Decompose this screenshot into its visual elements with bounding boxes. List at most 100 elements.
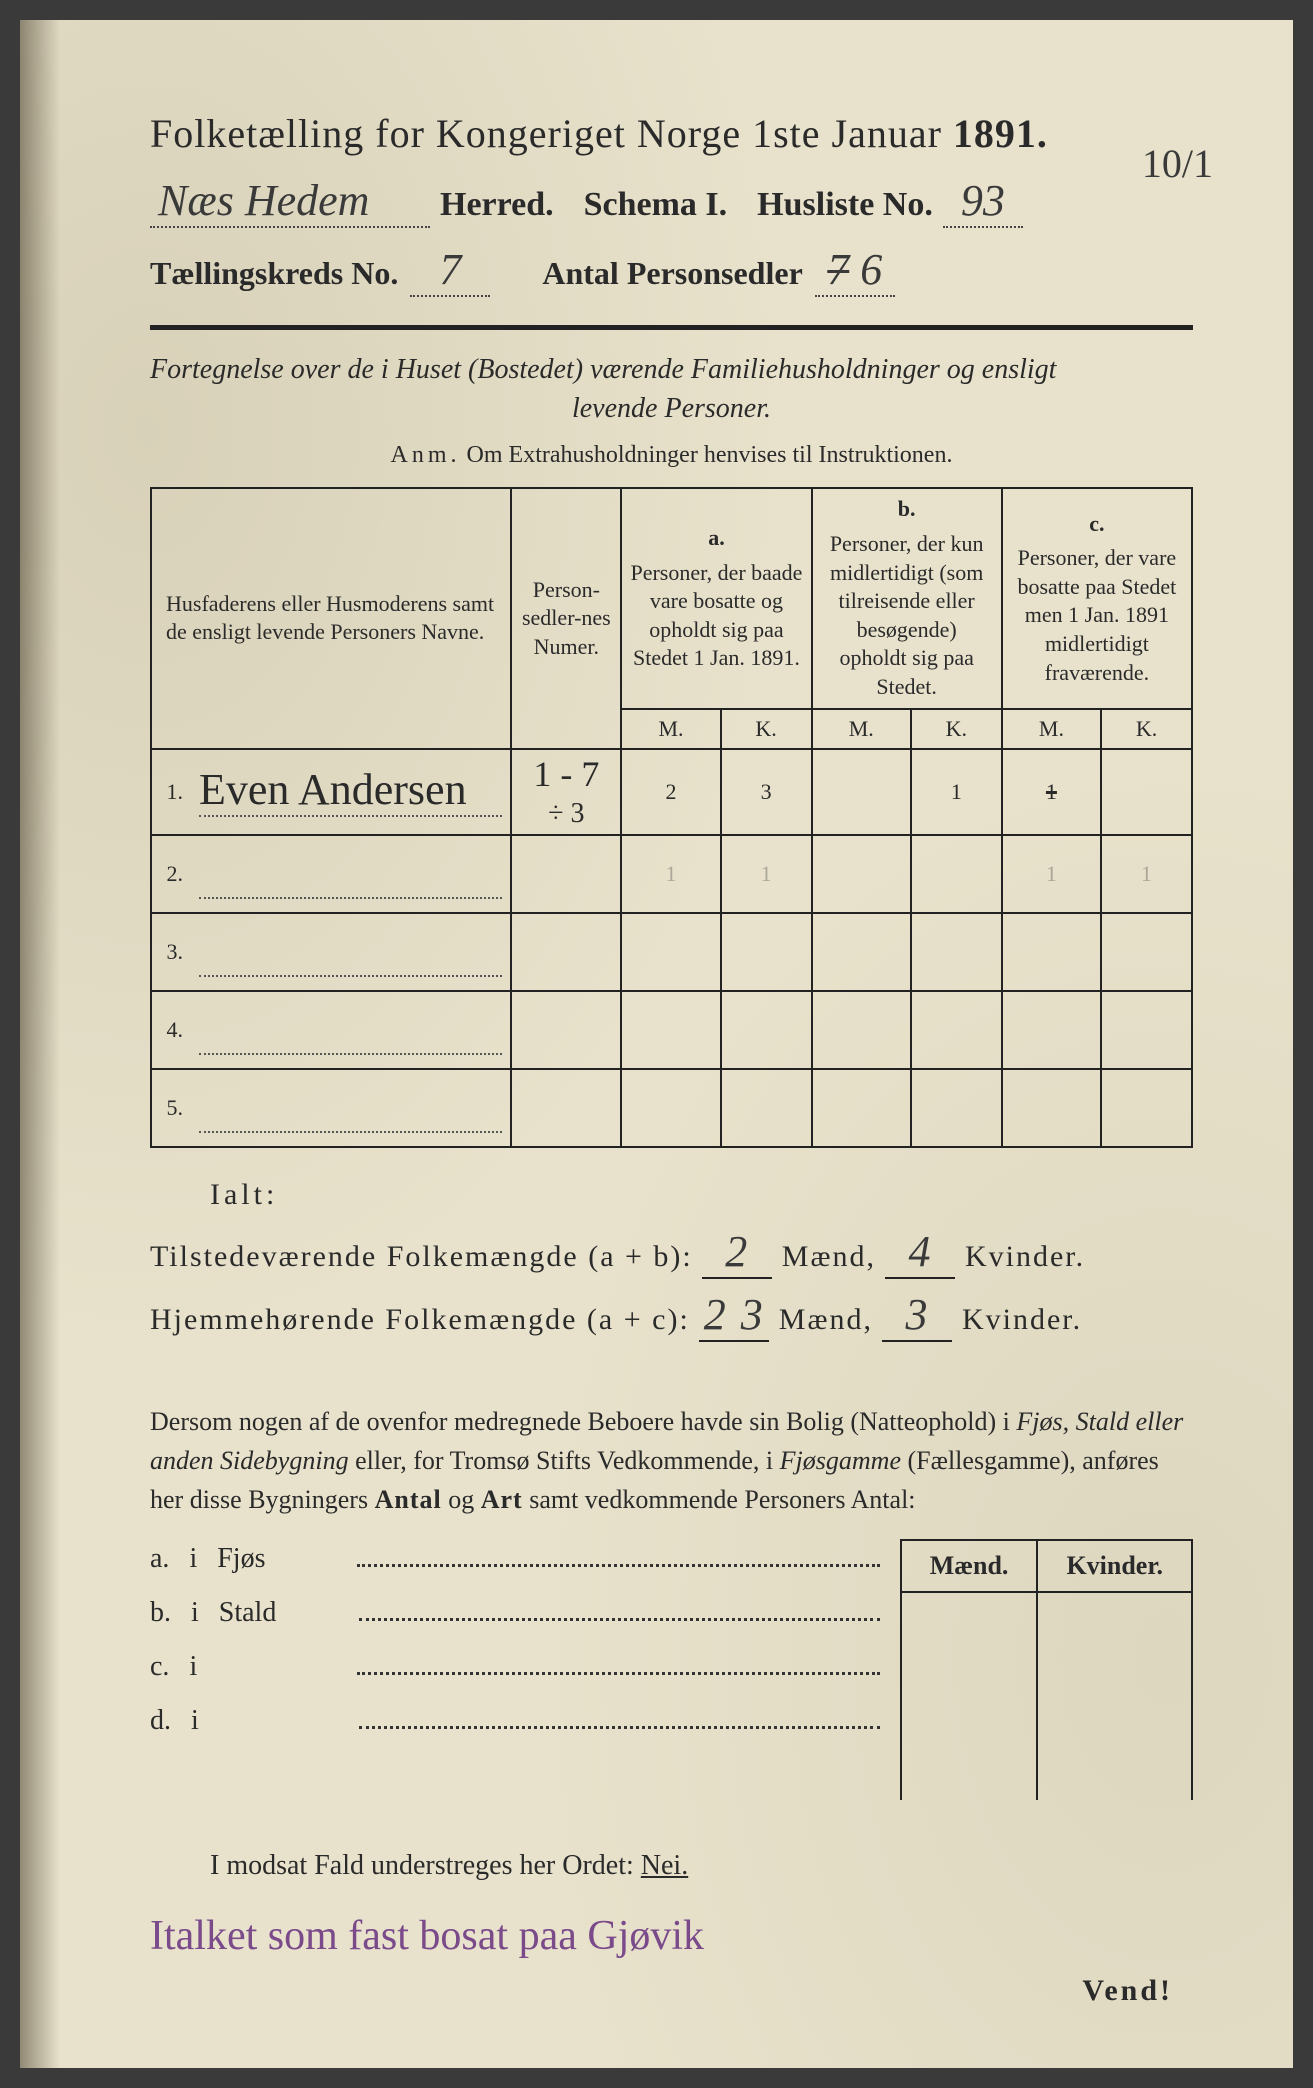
- nei-line: I modsat Fald understreges her Ordet: Ne…: [210, 1850, 1193, 1882]
- anm-label: Anm.: [391, 442, 461, 468]
- census-form-page: 10/1 Folketælling for Kongeriget Norge 1…: [20, 20, 1293, 2068]
- schema-label: Schema I.: [584, 186, 728, 224]
- name-value: Even Andersen: [199, 764, 467, 815]
- totals: Tilstedeværende Folkemængde (a + b): 2 M…: [150, 1226, 1193, 1342]
- subtitle-line1: Fortegnelse over de i Huset (Bostedet) v…: [150, 350, 1193, 389]
- b-k-cell: 1: [911, 749, 1002, 835]
- name-cell: [191, 991, 511, 1069]
- b-m-cell: [812, 1069, 911, 1147]
- row1-k: 4: [885, 1226, 955, 1279]
- abcd-label: Fjøs: [217, 1543, 337, 1575]
- mk-table: Mænd. Kvinder.: [900, 1539, 1193, 1800]
- kreds-label: Tællingskreds No.: [150, 255, 398, 292]
- kreds-value: 7: [410, 244, 490, 297]
- col-names: Husfaderens eller Husmoderens samt de en…: [151, 488, 511, 748]
- a-m-cell: 2: [621, 749, 720, 835]
- row-number: 1.: [151, 749, 191, 835]
- subtitle: Fortegnelse over de i Huset (Bostedet) v…: [150, 350, 1193, 428]
- numer-cell: [511, 991, 621, 1069]
- header: Folketælling for Kongeriget Norge 1ste J…: [150, 110, 1193, 297]
- c-k-cell: [1101, 1069, 1192, 1147]
- c-k-cell: [1101, 913, 1192, 991]
- name-cell: Even Andersen: [191, 749, 511, 835]
- c-m-cell: [1002, 913, 1101, 991]
- anm-text: Om Extrahusholdninger henvises til Instr…: [467, 442, 953, 468]
- name-cell: [191, 835, 511, 913]
- b-k-cell: [911, 835, 1002, 913]
- c-m-cell: 1: [1002, 835, 1101, 913]
- c-k-cell: [1101, 749, 1192, 835]
- b-k: K.: [911, 709, 1002, 749]
- c-m-cell: 1: [1002, 749, 1101, 835]
- abcd-key: d.: [150, 1705, 171, 1737]
- row2-m: 2 3: [699, 1289, 769, 1342]
- title-year: 1891.: [953, 111, 1048, 156]
- col-b: b. Personer, der kun midlertidigt (som t…: [812, 488, 1002, 708]
- herred-label: Herred.: [440, 186, 554, 224]
- b-k-cell: [911, 991, 1002, 1069]
- a-m-cell: 1: [621, 835, 720, 913]
- c-k-cell: 1: [1101, 835, 1192, 913]
- table-row: 3.: [151, 913, 1192, 991]
- sidebygning-row: a. i Fjøs: [150, 1539, 880, 1575]
- antal-value: 7 6: [815, 244, 895, 297]
- kvinder-1: Kvinder.: [965, 1240, 1085, 1273]
- row2-k: 3: [882, 1289, 952, 1342]
- a-k-cell: [721, 1069, 812, 1147]
- col-c: c. Personer, der vare bosatte paa Stedet…: [1002, 488, 1192, 708]
- corner-note: 10/1: [1142, 140, 1213, 187]
- c-m-cell: [1002, 1069, 1101, 1147]
- col-a: a. Personer, der baade vare bosatte og o…: [621, 488, 811, 708]
- abcd-label: Stald: [219, 1597, 339, 1629]
- b-k-cell: [911, 1069, 1002, 1147]
- row1-label: Tilstedeværende Folkemængde (a + b):: [150, 1240, 693, 1273]
- row2-label: Hjemmehørende Folkemængde (a + c):: [150, 1303, 690, 1336]
- name-cell: [191, 913, 511, 991]
- abcd-i: i: [191, 1597, 199, 1629]
- name-cell: [191, 1069, 511, 1147]
- b-m: M.: [812, 709, 911, 749]
- mk-maend: Mænd.: [901, 1540, 1038, 1592]
- abcd-key: b.: [150, 1597, 171, 1629]
- a-k-cell: 1: [721, 835, 812, 913]
- herred-value: Næs Hedem: [150, 175, 430, 228]
- numer-cell: [511, 835, 621, 913]
- b-m-cell: [812, 991, 911, 1069]
- nei-text: I modsat Fald understreges her Ordet:: [210, 1850, 641, 1881]
- sidebygning-row: c. i: [150, 1647, 880, 1683]
- sidebygning-row: d. i: [150, 1701, 880, 1737]
- dotted-line: [359, 1593, 880, 1621]
- numer-cell: 1 - 7÷ 3: [511, 749, 621, 835]
- dotted-line: [357, 1647, 879, 1675]
- maend-1: Mænd,: [782, 1240, 876, 1273]
- sidebygning-para: Dersom nogen af de ovenfor medregnede Be…: [150, 1402, 1193, 1519]
- abcd-key: a.: [150, 1543, 169, 1575]
- abcd-key: c.: [150, 1651, 169, 1683]
- maend-2: Mænd,: [779, 1303, 873, 1336]
- table-row: 1. Even Andersen 1 - 7÷ 3 2 3 1 1: [151, 749, 1192, 835]
- a-k: K.: [721, 709, 812, 749]
- table-row: 4.: [151, 991, 1192, 1069]
- husliste-label: Husliste No.: [757, 186, 933, 224]
- rule-1: [150, 325, 1193, 330]
- c-k-cell: [1101, 991, 1192, 1069]
- b-m-cell: [812, 913, 911, 991]
- abcd-i: i: [191, 1705, 199, 1737]
- title-prefix: Folketælling for Kongeriget Norge 1ste J…: [150, 111, 942, 156]
- abcd-i: i: [189, 1651, 197, 1683]
- a-m: M.: [621, 709, 720, 749]
- vend: Vend!: [1082, 1974, 1173, 2008]
- a-k-cell: [721, 913, 812, 991]
- mk-kvinder: Kvinder.: [1037, 1540, 1192, 1592]
- dotted-line: [357, 1539, 879, 1567]
- a-m-cell: [621, 1069, 720, 1147]
- sidebygning-block: a. i Fjøs b. i Stald c. i d. i Mænd. Kvi…: [150, 1539, 1193, 1800]
- totals-row1: Tilstedeværende Folkemængde (a + b): 2 M…: [150, 1226, 1193, 1279]
- table-row: 5.: [151, 1069, 1192, 1147]
- dotted-line: [359, 1701, 880, 1729]
- bottom-handwriting: Italket som fast bosat paa Gjøvik: [150, 1912, 1193, 1960]
- main-table: Husfaderens eller Husmoderens samt de en…: [150, 487, 1193, 1147]
- table-row: 2. 1 1 1 1: [151, 835, 1192, 913]
- a-k-cell: [721, 991, 812, 1069]
- c-m: M.: [1002, 709, 1101, 749]
